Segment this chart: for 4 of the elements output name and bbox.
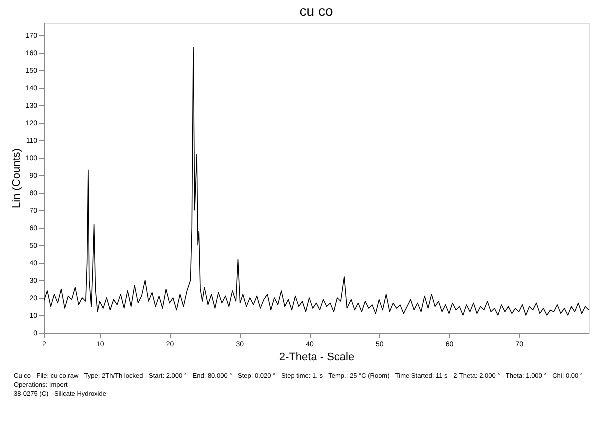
x-axis-title: 2-Theta - Scale: [279, 352, 355, 364]
y-axis-title: Lin (Counts): [10, 148, 23, 208]
chart-title: cu co: [300, 3, 334, 19]
line-series: [44, 47, 589, 316]
